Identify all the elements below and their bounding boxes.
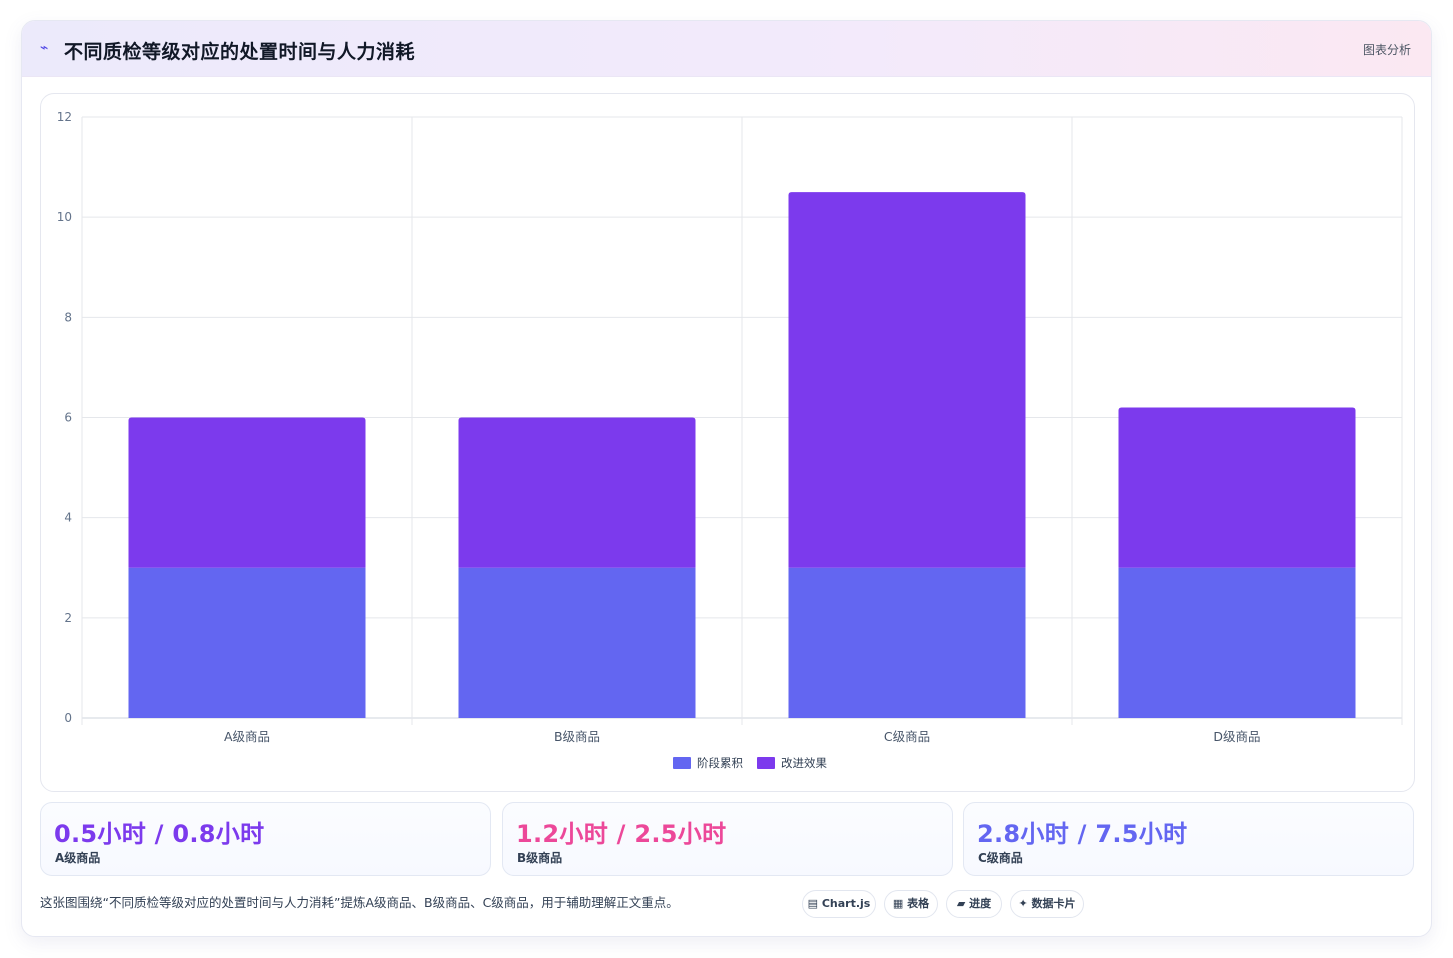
bar-segment [1118, 407, 1356, 568]
stat-card-b: 1.2小时 / 2.5小时 B级商品 [502, 802, 953, 876]
y-tick-label: 0 [64, 711, 72, 725]
y-tick-label: 2 [64, 611, 72, 625]
y-tick-label: 6 [64, 411, 72, 425]
footer-note: 这张图围绕“不同质检等级对应的处置时间与人力消耗”提炼A级商品、B级商品、C级商… [40, 895, 679, 910]
legend-label: 阶段累积 [697, 756, 743, 770]
legend-label: 改进效果 [781, 756, 827, 770]
y-tick-label: 4 [64, 511, 72, 525]
y-tick-label: 10 [57, 210, 72, 224]
chart-card: ⌁ 不同质检等级对应的处置时间与人力消耗 图表分析 0 2 4 6 8 10 12 A级商品 B… [21, 20, 1432, 937]
y-tick-label: 8 [64, 310, 72, 324]
stat-label: A级商品 [55, 851, 101, 865]
bar-segment [1118, 567, 1356, 718]
y-tick-label: 12 [57, 110, 72, 124]
card-header: ⌁ 不同质检等级对应的处置时间与人力消耗 图表分析 [22, 21, 1431, 77]
legend-swatch [673, 757, 691, 769]
bar-segment [458, 567, 696, 718]
chip-chartjs[interactable]: ▤ Chart.js [802, 890, 876, 918]
bar-segment [788, 567, 1026, 718]
stat-card-c: 2.8小时 / 7.5小时 C级商品 [963, 802, 1414, 876]
chip-progress[interactable]: ▰ 进度 [946, 890, 1002, 918]
stat-label: C级商品 [978, 851, 1023, 865]
chip-data-card[interactable]: ✦ 数据卡片 [1010, 890, 1084, 918]
header-tag: 图表分析 [1362, 43, 1411, 57]
page-title: 不同质检等级对应的处置时间与人力消耗 [64, 41, 416, 63]
bar-segment [128, 567, 366, 718]
legend-swatch [757, 757, 775, 769]
stat-value: 1.2小时 / 2.5小时 [516, 820, 727, 848]
x-tick-label: B级商品 [554, 729, 600, 744]
stat-label: B级商品 [517, 851, 563, 865]
stat-value: 2.8小时 / 7.5小时 [977, 820, 1188, 848]
x-tick-label: A级商品 [224, 729, 270, 744]
stat-value: 0.5小时 / 0.8小时 [54, 820, 265, 848]
chart-panel: 0 2 4 6 8 10 12 A级商品 B级商品 C级商品 D级商品阶段累积 改进效果 [40, 93, 1415, 792]
x-tick-label: D级商品 [1213, 729, 1260, 744]
stat-card-a: 0.5小时 / 0.8小时 A级商品 [40, 802, 491, 876]
stat-cards: 0.5小时 / 0.8小时 A级商品 1.2小时 / 2.5小时 B级商品 2.… [40, 802, 1415, 877]
bar-segment [128, 417, 366, 568]
bar-segment [458, 417, 696, 568]
chip-table[interactable]: ▦ 表格 [884, 890, 938, 918]
bar-segment [788, 192, 1026, 568]
x-tick-label: C级商品 [884, 729, 930, 744]
wave-icon: ⌁ [40, 40, 49, 56]
